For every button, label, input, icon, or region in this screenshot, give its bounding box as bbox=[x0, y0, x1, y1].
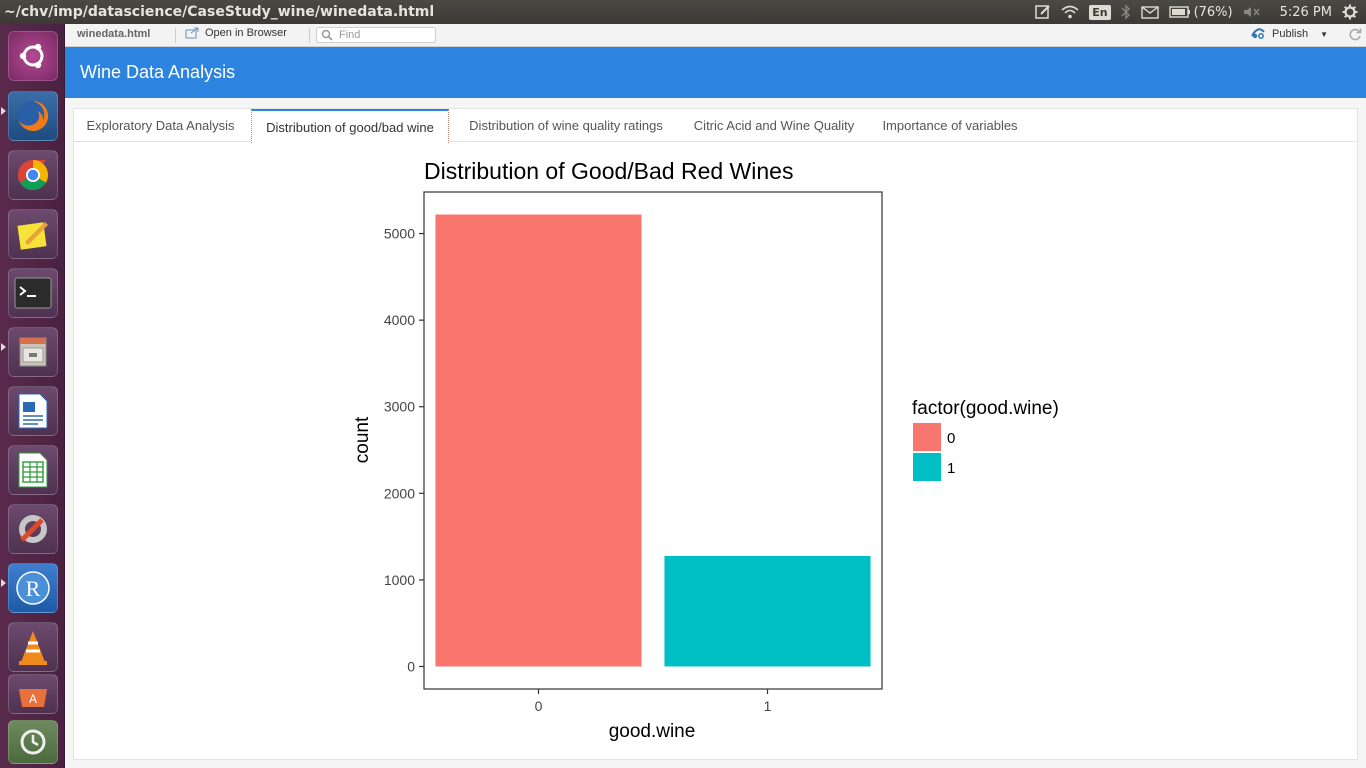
terminal-icon bbox=[14, 277, 52, 309]
legend-title: factor(good.wine) bbox=[912, 398, 1059, 419]
viewer-toolbar: winedata.html Open in Browser Find Publi… bbox=[65, 24, 1366, 47]
tab-importance-of-variables[interactable]: Importance of variables bbox=[882, 118, 1018, 133]
find-placeholder: Find bbox=[339, 29, 361, 41]
volume-muted-icon[interactable] bbox=[1243, 0, 1261, 24]
refresh-button[interactable] bbox=[1348, 27, 1362, 44]
clock[interactable]: 5:26 PM bbox=[1279, 4, 1332, 20]
ubuntu-dash-button[interactable] bbox=[8, 31, 58, 81]
file-cabinet-icon bbox=[19, 337, 47, 367]
window-title: ~/chv/imp/datascience/CaseStudy_wine/win… bbox=[4, 4, 435, 20]
text-editor-launcher[interactable] bbox=[8, 209, 58, 259]
bar-0 bbox=[435, 214, 642, 667]
gear-icon[interactable] bbox=[1342, 0, 1358, 24]
notepad-icon bbox=[17, 222, 48, 250]
search-icon bbox=[321, 29, 333, 41]
open-in-browser-button[interactable]: Open in Browser bbox=[185, 27, 287, 39]
launcher: R A bbox=[0, 24, 65, 768]
toolbar-divider bbox=[175, 28, 176, 43]
backup-launcher[interactable] bbox=[8, 720, 58, 764]
bar-1 bbox=[664, 555, 871, 667]
viewer-filename: winedata.html bbox=[77, 28, 151, 40]
y-tick-label: 1000 bbox=[384, 572, 415, 588]
tab-panel: Exploratory Data Analysis Distribution o… bbox=[73, 108, 1358, 760]
y-tick-label: 4000 bbox=[384, 312, 415, 328]
tab-citric-acid-quality[interactable]: Citric Acid and Wine Quality bbox=[693, 118, 855, 133]
r-logo-icon: R bbox=[16, 571, 50, 605]
writer-document-icon bbox=[18, 393, 48, 429]
chrome-launcher[interactable] bbox=[8, 150, 58, 200]
legend: factor(good.wine) 01 bbox=[912, 398, 1059, 481]
publish-button[interactable]: Publish ▼ bbox=[1250, 27, 1328, 41]
writer-launcher[interactable] bbox=[8, 386, 58, 436]
mail-icon[interactable] bbox=[1140, 0, 1159, 24]
tab-exploratory-data-analysis[interactable]: Exploratory Data Analysis bbox=[86, 118, 235, 133]
shopping-bag-icon: A bbox=[19, 689, 47, 707]
open-in-browser-label: Open in Browser bbox=[205, 27, 287, 39]
y-tick-label: 5000 bbox=[384, 226, 415, 242]
x-tick-label: 0 bbox=[535, 698, 543, 714]
tab-bar: Exploratory Data Analysis Distribution o… bbox=[74, 109, 1357, 143]
settings-wrench-icon bbox=[19, 515, 47, 543]
battery-percent: (76%) bbox=[1193, 4, 1233, 20]
wifi-icon[interactable] bbox=[1061, 0, 1079, 24]
bars-group bbox=[435, 214, 871, 667]
chevron-down-icon: ▼ bbox=[1320, 29, 1328, 39]
publish-icon bbox=[1251, 28, 1265, 39]
y-tick-label: 3000 bbox=[384, 399, 415, 415]
notes-icon[interactable] bbox=[1035, 0, 1051, 24]
ubuntu-logo-icon bbox=[19, 43, 44, 69]
firefox-launcher[interactable] bbox=[8, 91, 58, 141]
battery-icon bbox=[1168, 6, 1190, 18]
publish-label: Publish bbox=[1272, 28, 1309, 40]
chrome-icon bbox=[17, 160, 49, 191]
terminal-launcher[interactable] bbox=[8, 268, 58, 318]
svg-text:A: A bbox=[29, 692, 37, 706]
system-tray: En (76%) 5:26 PM bbox=[1030, 0, 1366, 24]
x-tick-label: 1 bbox=[764, 698, 772, 714]
bluetooth-icon[interactable] bbox=[1121, 0, 1131, 24]
legend-label-1: 1 bbox=[947, 460, 955, 477]
vlc-cone-icon bbox=[19, 631, 47, 665]
y-axis-label: count bbox=[352, 416, 373, 463]
top-panel: ~/chv/imp/datascience/CaseStudy_wine/win… bbox=[0, 0, 1366, 24]
calc-launcher[interactable] bbox=[8, 445, 58, 495]
y-tick-label: 2000 bbox=[384, 485, 415, 501]
legend-swatch-1 bbox=[913, 453, 941, 481]
tab-distribution-good-bad-wine[interactable]: Distribution of good/bad wine bbox=[251, 109, 449, 143]
files-launcher[interactable] bbox=[8, 327, 58, 377]
y-tick-label: 0 bbox=[407, 658, 415, 674]
legend-label-0: 0 bbox=[947, 430, 955, 447]
x-axis-label: good.wine bbox=[609, 721, 696, 742]
find-input[interactable]: Find bbox=[316, 27, 436, 43]
keyboard-layout-indicator[interactable]: En bbox=[1089, 0, 1111, 24]
software-center-launcher[interactable]: A bbox=[8, 674, 58, 714]
legend-items: 01 bbox=[913, 423, 955, 481]
battery-indicator[interactable]: (76%) bbox=[1168, 0, 1233, 24]
refresh-icon bbox=[1349, 28, 1362, 41]
toolbar-divider bbox=[309, 28, 310, 43]
rstudio-launcher[interactable]: R bbox=[8, 563, 58, 613]
keyboard-layout-label: En bbox=[1089, 4, 1111, 20]
system-settings-launcher[interactable] bbox=[8, 504, 58, 554]
content-area: Exploratory Data Analysis Distribution o… bbox=[65, 98, 1366, 768]
app-title: Wine Data Analysis bbox=[80, 62, 236, 82]
firefox-icon bbox=[18, 100, 49, 131]
chart-title: Distribution of Good/Bad Red Wines bbox=[424, 158, 793, 184]
bar-chart: Distribution of Good/Bad Red Wines 01000… bbox=[352, 158, 1059, 742]
legend-swatch-0 bbox=[913, 423, 941, 451]
spreadsheet-icon bbox=[18, 452, 48, 488]
open-in-browser-icon bbox=[185, 27, 199, 39]
app-header: Wine Data Analysis bbox=[65, 47, 1366, 98]
vlc-launcher[interactable] bbox=[8, 622, 58, 672]
backup-icon bbox=[20, 729, 46, 755]
svg-text:R: R bbox=[26, 576, 41, 601]
y-axis: 0 1000 2000 3000 4000 5000 bbox=[384, 226, 424, 674]
tab-distribution-quality-ratings[interactable]: Distribution of wine quality ratings bbox=[469, 118, 663, 133]
